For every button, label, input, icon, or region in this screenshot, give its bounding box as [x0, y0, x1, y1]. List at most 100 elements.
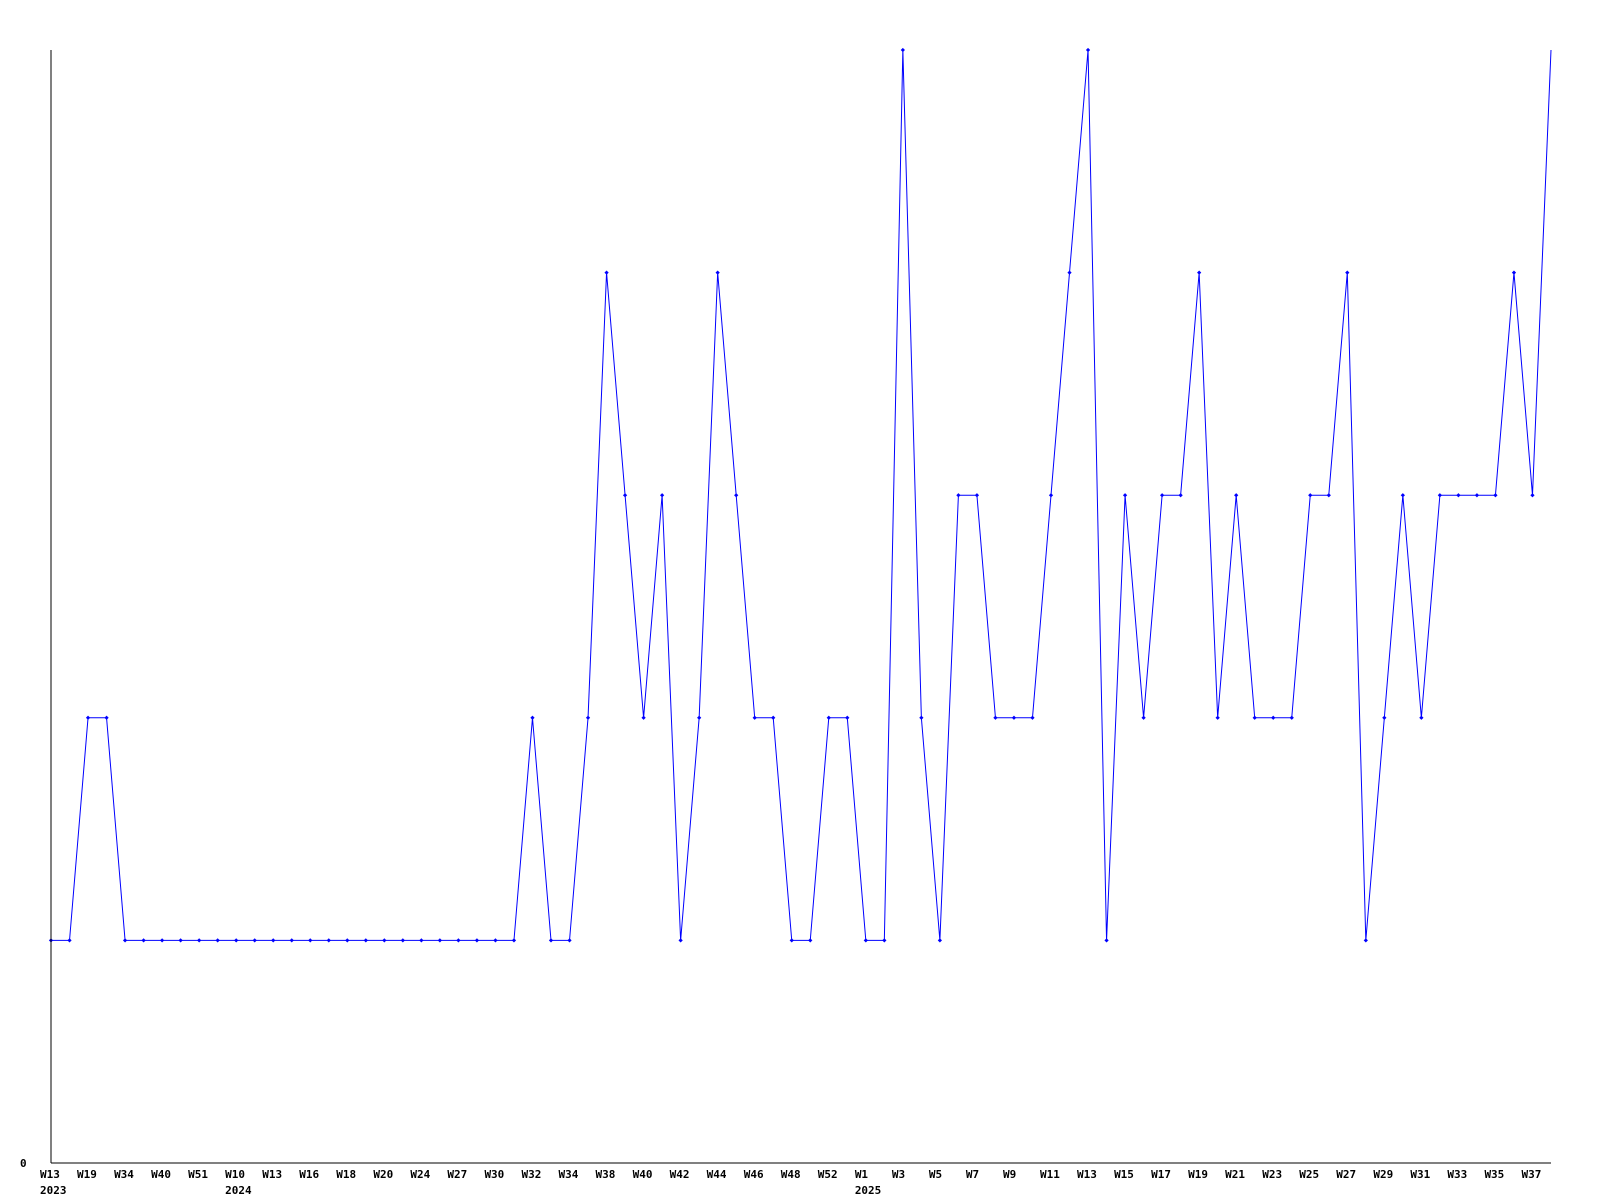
data-point [826, 715, 831, 720]
data-point [1104, 938, 1109, 943]
x-tick-label: W35 [1484, 1168, 1504, 1181]
data-point [530, 715, 535, 720]
data-point [1326, 493, 1331, 498]
x-tick-label: W42 [670, 1168, 690, 1181]
data-point [715, 270, 720, 275]
data-point [845, 715, 850, 720]
data-point [1030, 715, 1035, 720]
data-point [919, 715, 924, 720]
x-tick-label: W1 [855, 1168, 869, 1181]
data-point [474, 938, 480, 943]
x-tick-label: W24 [410, 1168, 430, 1181]
data-point [1197, 270, 1202, 275]
y-tick-label: 0 [20, 1157, 27, 1170]
data-point [1289, 715, 1294, 720]
data-point [67, 938, 72, 943]
data-point [678, 938, 683, 943]
x-tick-label: W17 [1151, 1168, 1171, 1181]
data-point [1493, 493, 1498, 498]
data-point [197, 938, 202, 943]
data-point [641, 715, 646, 720]
data-point [400, 938, 405, 943]
x-tick-label: W23 [1262, 1168, 1282, 1181]
series-line [51, 49, 1552, 941]
data-point [345, 938, 350, 943]
data-point [382, 938, 387, 943]
x-tick-label: W13 [262, 1168, 282, 1181]
x-tick-label: W3 [892, 1168, 905, 1181]
data-point [622, 493, 628, 498]
data-point [1271, 715, 1276, 720]
x-tick-year-label: 2023 [40, 1184, 67, 1197]
data-point [789, 938, 794, 943]
data-point [1085, 47, 1091, 53]
x-tick-label: W33 [1447, 1168, 1467, 1181]
data-point [808, 938, 813, 943]
x-tick-label: W48 [781, 1168, 801, 1181]
x-tick-label: W5 [929, 1168, 942, 1181]
data-point [1382, 715, 1387, 720]
data-point [1215, 715, 1220, 720]
data-point [1308, 493, 1313, 498]
data-point [1530, 493, 1535, 498]
data-point [178, 938, 183, 943]
x-tick-label: W25 [1299, 1168, 1319, 1181]
data-point [1363, 938, 1368, 943]
data-point [1234, 493, 1239, 498]
x-tick-label: W16 [299, 1168, 319, 1181]
data-point [1067, 270, 1072, 275]
x-tick-label: W15 [1114, 1168, 1134, 1181]
x-tick-label: W19 [77, 1168, 97, 1181]
x-tick-label: W34 [559, 1168, 579, 1181]
x-tick-label: W40 [633, 1168, 653, 1181]
data-point [1419, 715, 1424, 720]
x-tick-label: W11 [1040, 1168, 1060, 1181]
x-tick-label: W9 [1003, 1168, 1016, 1181]
data-point [1048, 493, 1054, 498]
data-point [659, 493, 665, 498]
data-point [697, 715, 702, 720]
data-point [493, 938, 498, 943]
data-point [1345, 270, 1350, 275]
x-tick-label: W51 [188, 1168, 208, 1181]
data-point [308, 938, 313, 943]
data-point [104, 715, 109, 720]
data-point [1437, 493, 1443, 498]
x-tick-label: W31 [1410, 1168, 1430, 1181]
x-tick-label: W20 [373, 1168, 393, 1181]
x-tick-label: W32 [521, 1168, 541, 1181]
data-point [252, 938, 257, 943]
data-point [604, 270, 609, 275]
data-point [456, 938, 461, 943]
x-tick-label: W19 [1188, 1168, 1208, 1181]
x-tick-label: W13 [1077, 1168, 1097, 1181]
x-tick-label: W21 [1225, 1168, 1245, 1181]
data-point [956, 493, 961, 498]
data-point [734, 493, 739, 498]
x-tick-label: W38 [596, 1168, 616, 1181]
data-point [289, 938, 294, 943]
x-tick-label: W40 [151, 1168, 171, 1181]
data-point [437, 938, 443, 943]
data-point [882, 938, 887, 943]
data-point [863, 938, 868, 943]
x-tick-label: W18 [336, 1168, 356, 1181]
data-point [771, 715, 776, 720]
data-point [993, 715, 998, 720]
x-tick-label: W27 [447, 1168, 467, 1181]
data-point [159, 938, 165, 943]
data-point [141, 938, 146, 943]
data-point [1474, 493, 1480, 498]
x-tick-year-label: 2025 [855, 1184, 882, 1197]
data-point [1141, 715, 1146, 720]
x-tick-label: W44 [707, 1168, 727, 1181]
data-point [1159, 493, 1165, 498]
data-point [900, 47, 905, 53]
x-tick-label: W27 [1336, 1168, 1356, 1181]
data-point [85, 715, 91, 720]
data-point [1511, 270, 1517, 275]
data-point [511, 938, 517, 943]
x-tick-label: W30 [484, 1168, 504, 1181]
data-point [326, 938, 331, 943]
